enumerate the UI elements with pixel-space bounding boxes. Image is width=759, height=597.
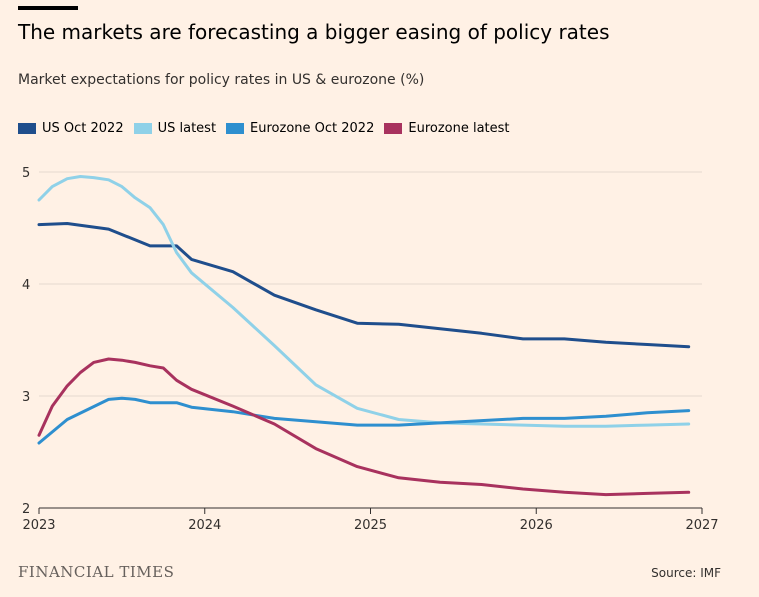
legend-item-eurozone-oct-2022: Eurozone Oct 2022 [226,121,374,136]
y-tick-label: 5 [22,166,30,181]
legend-item-eurozone-latest: Eurozone latest [384,121,510,136]
legend-swatch [133,123,152,134]
series-line-eurozone-oct-2022 [37,396,691,445]
x-tick-label: 2025 [354,518,387,533]
legend-swatch [226,123,245,134]
legend-item-us-latest: US latest [133,121,217,136]
legend-label: US Oct 2022 [42,121,124,136]
legend-item-us-oct-2022: US Oct 2022 [18,121,124,136]
x-tick-label: 2023 [22,518,55,533]
legend-swatch [18,123,36,134]
series-line-eurozone-latest [37,357,691,497]
source-note: Source: IMF [651,566,721,580]
brand-accent-bar [18,6,78,10]
y-tick-label: 3 [22,390,30,405]
legend-label: Eurozone Oct 2022 [250,121,375,136]
y-tick-label: 2 [22,502,30,517]
legend-label: US latest [157,121,217,136]
x-tick-label: 2027 [685,518,718,533]
y-tick-label: 4 [22,278,30,293]
series-line-us-oct-2022 [37,222,691,349]
chart-title: The markets are forecasting a bigger eas… [18,20,610,44]
series-line-us-latest [37,175,691,428]
chart-subtitle: Market expectations for policy rates in … [18,72,425,88]
x-tick-label: 2024 [188,518,221,533]
ft-logo-text: FINANCIAL TIMES [18,563,175,581]
chart-legend: US Oct 2022 US latest Eurozone Oct 2022 … [18,121,520,136]
legend-swatch [384,123,403,134]
legend-label: Eurozone latest [408,121,510,136]
x-tick-label: 2026 [520,518,553,533]
